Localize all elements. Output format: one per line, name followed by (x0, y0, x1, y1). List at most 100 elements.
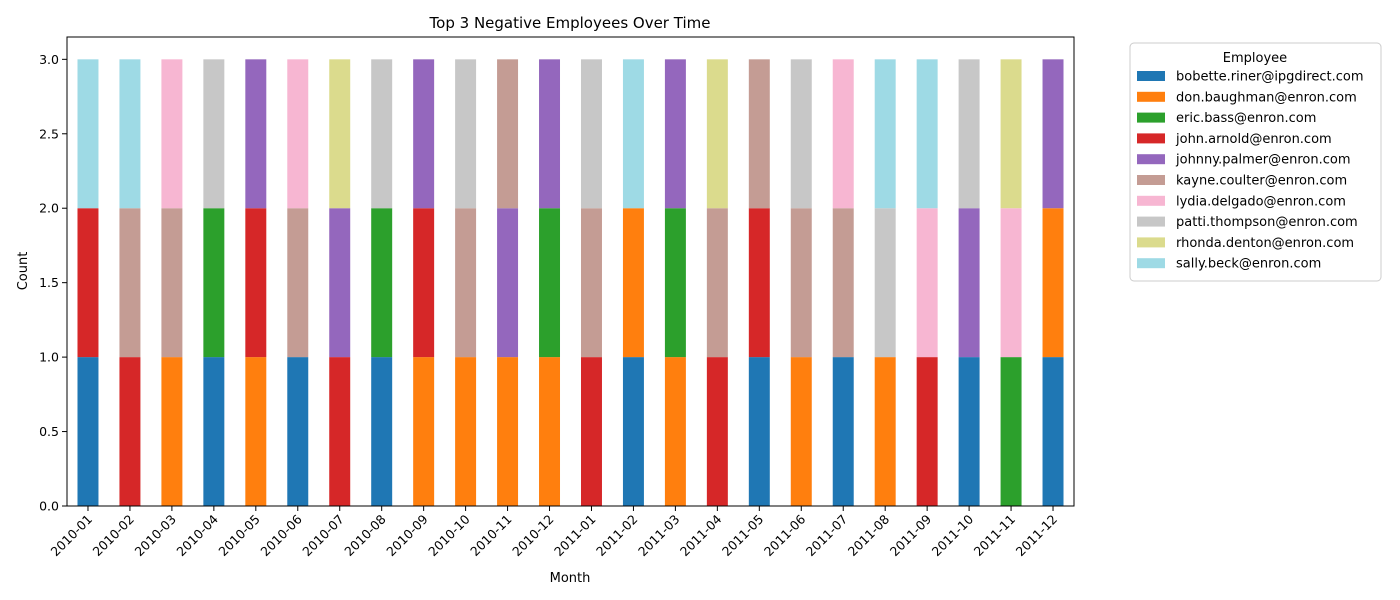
bar-segment-2010-06-7 (287, 59, 309, 209)
x-tick-label: 2011-03 (635, 512, 683, 560)
bar-segment-2011-06-2 (790, 357, 812, 506)
legend-swatch (1137, 154, 1165, 165)
bar-segment-2010-04-3 (203, 208, 225, 358)
bar-segment-2011-09-4 (916, 357, 938, 506)
bar-segment-2010-01-1 (77, 357, 99, 506)
legend-title: Employee (1223, 51, 1287, 66)
bar-segment-2011-09-10 (916, 59, 938, 209)
bar-segment-2011-07-6 (832, 208, 854, 358)
bar-segment-2010-08-1 (371, 357, 393, 506)
legend-entry-label: lydia.delgado@enron.com (1176, 194, 1346, 209)
bar-segment-2011-04-6 (706, 208, 728, 358)
x-axis-title: Month (550, 571, 591, 586)
x-tick-label: 2011-06 (761, 511, 809, 559)
bar-segment-2011-11-9 (1000, 59, 1022, 209)
bar-segment-2011-01-8 (580, 59, 602, 209)
bar-segment-2010-07-4 (329, 357, 351, 506)
chart-title: Top 3 Negative Employees Over Time (429, 14, 711, 32)
bar-segment-2010-04-8 (203, 59, 225, 209)
legend-swatch (1137, 71, 1165, 81)
bar-segment-2011-03-2 (664, 357, 686, 506)
bar-segment-2010-07-9 (329, 59, 351, 209)
bar-segment-2011-11-3 (1000, 357, 1022, 506)
bar-segment-2011-12-5 (1042, 59, 1064, 209)
bar-segment-2011-11-7 (1000, 208, 1022, 358)
bar-segment-2010-03-2 (161, 357, 183, 506)
bar-segment-2011-05-4 (748, 208, 770, 358)
legend-swatch (1137, 258, 1165, 269)
bar-segment-2011-10-8 (958, 59, 980, 209)
legend-entry-label: john.arnold@enron.com (1175, 132, 1332, 147)
legend-swatch (1137, 195, 1165, 206)
x-tick-label: 2010-06 (257, 511, 305, 559)
bar-segment-2011-08-2 (874, 357, 896, 506)
legend-swatch (1137, 112, 1165, 123)
x-tick-label: 2010-08 (341, 511, 389, 559)
bar-segment-2010-11-2 (497, 357, 519, 506)
bar-segment-2010-05-2 (245, 357, 267, 506)
x-tick-label: 2010-01 (48, 512, 96, 560)
y-tick-label: 2.0 (39, 201, 59, 216)
bar-segment-2011-02-2 (622, 208, 644, 358)
x-tick-label: 2010-12 (509, 512, 557, 560)
bar-segment-2010-02-6 (119, 208, 141, 358)
y-tick-label: 0.0 (39, 499, 59, 514)
x-tick-label: 2011-07 (803, 512, 851, 560)
bars-layer (77, 59, 1064, 506)
legend-entry-label: don.baughman@enron.com (1176, 90, 1357, 105)
bar-segment-2011-04-4 (706, 357, 728, 506)
bar-segment-2011-10-5 (958, 208, 980, 358)
bar-segment-2010-11-5 (497, 208, 519, 358)
y-axis: 0.0 0.5 1.0 1.5 2.0 2.5 3.0 (39, 52, 67, 514)
bar-segment-2011-02-10 (622, 59, 644, 209)
legend-entry-label: rhonda.denton@enron.com (1176, 236, 1354, 251)
bar-segment-2010-06-6 (287, 208, 309, 358)
bar-segment-2011-02-1 (622, 357, 644, 506)
x-tick-label: 2010-02 (90, 512, 138, 560)
bar-segment-2010-10-8 (455, 59, 477, 209)
legend-entry-label: johnny.palmer@enron.com (1175, 153, 1350, 168)
legend-entry-label: kayne.coulter@enron.com (1176, 174, 1347, 189)
legend-swatch (1137, 133, 1165, 144)
x-tick-label: 2011-02 (593, 512, 641, 560)
plot-frame (66, 36, 1075, 507)
bar-segment-2010-05-4 (245, 208, 267, 358)
bar-segment-2010-02-10 (119, 59, 141, 209)
bar-segment-2011-04-9 (706, 59, 728, 209)
y-tick-label: 3.0 (39, 52, 59, 67)
bar-segment-2010-11-6 (497, 59, 519, 209)
bar-segment-2011-03-3 (664, 208, 686, 358)
bar-segment-2010-01-10 (77, 59, 99, 209)
x-tick-label: 2011-08 (845, 511, 893, 559)
x-tick-label: 2011-09 (887, 511, 935, 559)
y-tick-label: 2.5 (39, 126, 59, 141)
y-tick-label: 0.5 (39, 424, 59, 439)
x-tick-label: 2010-09 (383, 511, 431, 559)
legend-swatch (1137, 175, 1165, 185)
bar-segment-2011-01-6 (580, 208, 602, 358)
bar-segment-2010-10-6 (455, 208, 477, 358)
bar-segment-2010-02-4 (119, 357, 141, 506)
bar-segment-2010-12-3 (539, 208, 561, 358)
bar-segment-2011-06-6 (790, 208, 812, 358)
x-tick-label: 2011-11 (971, 512, 1019, 560)
y-axis-title: Count (16, 252, 31, 291)
legend-swatch (1137, 216, 1165, 227)
legend-entry-label: patti.thompson@enron.com (1176, 215, 1358, 230)
x-tick-label: 2010-04 (173, 511, 221, 559)
legend-swatch (1137, 237, 1165, 248)
bar-segment-2011-10-1 (958, 357, 980, 506)
x-tick-label: 2011-12 (1013, 512, 1061, 560)
bar-segment-2010-03-7 (161, 59, 183, 209)
bar-segment-2011-09-7 (916, 208, 938, 358)
bar-segment-2011-01-4 (580, 357, 602, 506)
bar-segment-2010-12-5 (539, 59, 561, 209)
y-tick-label: 1.0 (39, 350, 59, 365)
bar-segment-2011-07-7 (832, 59, 854, 209)
x-tick-label: 2010-05 (215, 512, 263, 560)
bar-segment-2010-12-2 (539, 357, 561, 506)
bar-segment-2011-05-1 (748, 357, 770, 506)
bar-segment-2010-06-1 (287, 357, 309, 506)
y-tick-label: 1.5 (39, 275, 59, 290)
